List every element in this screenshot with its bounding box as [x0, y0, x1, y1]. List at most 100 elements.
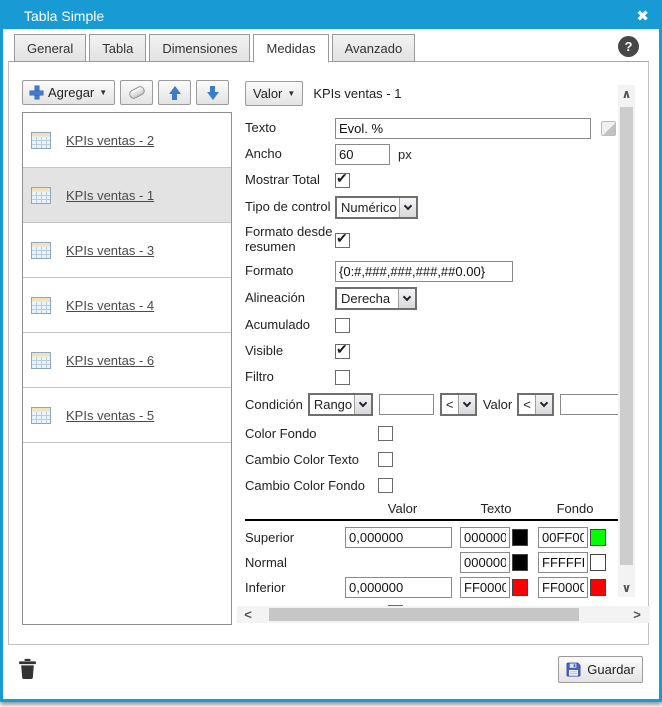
- guardar-label: Guardar: [587, 662, 635, 677]
- ancho-unit: px: [398, 147, 412, 162]
- formato-resumen-checkbox[interactable]: [335, 230, 350, 248]
- texto-label: Texto: [245, 120, 277, 136]
- umbral-normal-label: Normal: [245, 554, 287, 570]
- texto-input[interactable]: [335, 118, 591, 139]
- normal-fondo-swatch[interactable]: [590, 553, 606, 571]
- table-icon: [31, 406, 51, 424]
- list-item[interactable]: KPIs ventas - 4: [23, 278, 231, 333]
- acumulado-row: Acumulado: [245, 315, 650, 336]
- cambio-color-texto-row: Cambio Color Texto: [245, 449, 650, 470]
- visible-checkbox[interactable]: [335, 341, 350, 359]
- normal-fondo-input[interactable]: [538, 551, 588, 573]
- table-icon: [31, 296, 51, 314]
- filtro-checkbox[interactable]: [335, 370, 350, 385]
- chevron-down-icon: [399, 198, 416, 217]
- tab-dimensiones[interactable]: Dimensiones: [149, 34, 251, 62]
- list-item-selected[interactable]: KPIs ventas - 1: [23, 168, 231, 223]
- measures-list: KPIs ventas - 2 KPIs ventas - 1 KPIs ven…: [22, 112, 232, 625]
- texto-row: Texto: [245, 118, 650, 139]
- alineacion-row: Alineación Derecha: [245, 287, 650, 310]
- list-item[interactable]: KPIs ventas - 6: [23, 333, 231, 388]
- color-fondo-row: Color Fondo: [245, 423, 650, 444]
- list-item[interactable]: KPIs ventas - 2: [23, 113, 231, 168]
- inferior-fondo-swatch[interactable]: [590, 578, 606, 596]
- normal-texto-swatch[interactable]: [512, 553, 528, 571]
- horizontal-scrollbar[interactable]: < >: [237, 606, 650, 623]
- condicion-tipo-select[interactable]: Rango: [307, 393, 373, 416]
- condicion-operador1-select[interactable]: <: [439, 393, 477, 416]
- chevron-down-icon: [398, 289, 415, 308]
- tab-tabla[interactable]: Tabla: [89, 34, 147, 62]
- ancho-input[interactable]: [335, 144, 390, 165]
- measure-link: KPIs ventas - 3: [66, 242, 155, 258]
- normal-texto-input[interactable]: [460, 551, 510, 573]
- tipo-control-value: Numérico: [341, 200, 397, 215]
- table-icon: [31, 351, 51, 369]
- scroll-left-icon[interactable]: <: [244, 607, 252, 622]
- titlebar: Tabla Simple ✖: [3, 3, 659, 29]
- valor-label: Valor: [253, 86, 283, 101]
- close-icon[interactable]: ✖: [636, 7, 649, 25]
- mostrar-total-checkbox[interactable]: [335, 170, 350, 188]
- cambio-color-fondo-row: Cambio Color Fondo: [245, 475, 650, 496]
- visible-row: Visible: [245, 341, 650, 362]
- color-fondo-checkbox[interactable]: [378, 426, 393, 441]
- help-icon[interactable]: ?: [618, 36, 639, 57]
- valor-dropdown-button[interactable]: Valor ▼: [245, 81, 304, 106]
- move-up-button[interactable]: [158, 80, 192, 105]
- color-fondo-label: Color Fondo: [245, 426, 317, 441]
- measure-header: Valor ▼ KPIs ventas - 1: [245, 81, 401, 106]
- formato-input[interactable]: [335, 261, 513, 282]
- horizontal-scrollbar-thumb[interactable]: [269, 608, 579, 621]
- cambio-color-texto-checkbox[interactable]: [378, 452, 393, 467]
- superior-fondo-input[interactable]: [538, 526, 588, 548]
- condicion-limite2-input[interactable]: [560, 394, 621, 415]
- superior-fondo-swatch[interactable]: [590, 528, 606, 546]
- agregar-button[interactable]: Agregar ▼: [22, 80, 116, 105]
- arrow-down-icon: [206, 85, 219, 100]
- scroll-up-icon[interactable]: ∧: [621, 87, 632, 101]
- condicion-limite1-input[interactable]: [378, 394, 434, 415]
- cambio-color-fondo-label: Cambio Color Fondo: [245, 478, 365, 493]
- umbrales-header-fondo: Fondo: [556, 501, 594, 516]
- scroll-right-icon[interactable]: >: [633, 607, 641, 622]
- superior-texto-input[interactable]: [460, 526, 510, 548]
- arrow-up-icon: [168, 85, 181, 100]
- condicion-tipo-value: Rango: [313, 397, 353, 412]
- vertical-scrollbar-thumb[interactable]: [620, 107, 633, 565]
- tab-avanzado[interactable]: Avanzado: [331, 34, 416, 62]
- inferior-texto-input[interactable]: [460, 576, 510, 598]
- list-item[interactable]: KPIs ventas - 5: [23, 388, 231, 443]
- table-icon: [31, 131, 51, 149]
- tab-general[interactable]: General: [14, 34, 87, 62]
- tab-medidas[interactable]: Medidas: [253, 34, 329, 63]
- condicion-valor-label: Valor: [482, 397, 513, 412]
- inferior-texto-swatch[interactable]: [512, 578, 528, 596]
- vertical-scrollbar[interactable]: ∧ ∨: [618, 85, 635, 597]
- guardar-button[interactable]: Guardar: [558, 656, 643, 683]
- personalizar-encabezado-checkbox[interactable]: [388, 605, 403, 606]
- translate-text-icon[interactable]: [601, 121, 616, 136]
- ancho-label: Ancho: [245, 146, 282, 162]
- cambio-color-fondo-checkbox[interactable]: [378, 478, 393, 493]
- inferior-valor-input[interactable]: [345, 576, 452, 598]
- alineacion-value: Derecha: [341, 291, 391, 306]
- list-item[interactable]: KPIs ventas - 3: [23, 223, 231, 278]
- dialog-title: Tabla Simple: [24, 8, 105, 24]
- formato-resumen-row: Formato desde resumen: [245, 224, 650, 256]
- visible-label: Visible: [245, 343, 284, 359]
- measure-link: KPIs ventas - 1: [66, 187, 155, 203]
- superior-texto-swatch[interactable]: [512, 528, 528, 546]
- tipo-control-select[interactable]: Numérico: [335, 196, 418, 219]
- inferior-fondo-input[interactable]: [538, 576, 588, 598]
- move-down-button[interactable]: [196, 80, 230, 105]
- superior-valor-input[interactable]: [345, 526, 452, 548]
- clear-button[interactable]: [120, 80, 154, 105]
- delete-measure-button[interactable]: [18, 658, 37, 684]
- acumulado-checkbox[interactable]: [335, 318, 350, 333]
- scroll-down-icon[interactable]: ∨: [621, 581, 632, 595]
- alineacion-select[interactable]: Derecha: [335, 287, 417, 310]
- tipo-control-row: Tipo de control Numérico: [245, 196, 650, 219]
- condicion-operador2-select[interactable]: <: [517, 393, 555, 416]
